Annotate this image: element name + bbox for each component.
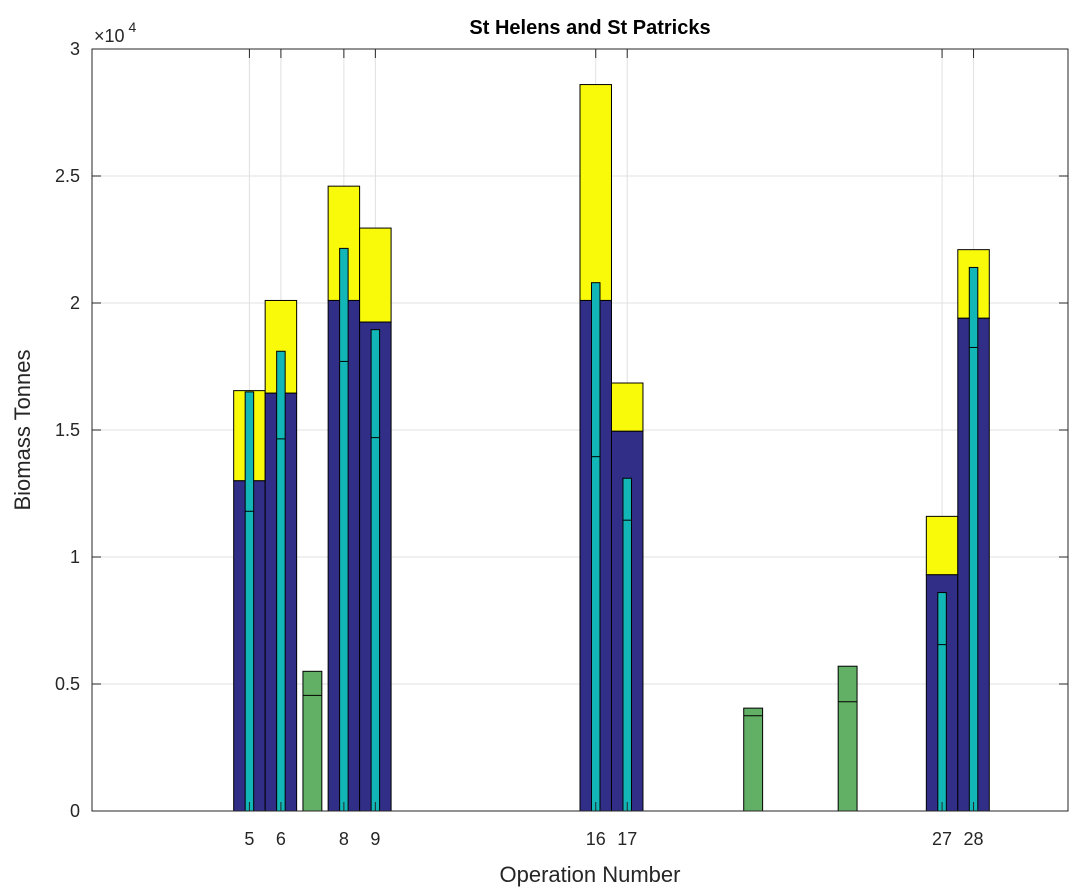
bar-inner — [622, 477, 632, 812]
bar-small — [837, 665, 858, 812]
bar-top-segment — [359, 227, 392, 323]
y-tick-label: 2.5 — [55, 166, 80, 186]
bar-inner — [370, 329, 381, 812]
bar-top-segment — [579, 84, 612, 301]
bar-inner — [968, 266, 979, 812]
x-tick-label: 16 — [586, 829, 606, 849]
bar-small — [743, 707, 764, 812]
x-tick-label: 6 — [276, 829, 286, 849]
exponent-base: ×10 — [94, 26, 125, 46]
chart-title: St Helens and St Patricks — [469, 17, 710, 39]
x-tick-label: 17 — [617, 829, 637, 849]
y-tick-label: 0 — [70, 801, 80, 821]
exponent-power: 4 — [129, 19, 137, 35]
bar-top-segment — [925, 515, 959, 576]
y-tick-label: 0.5 — [55, 674, 80, 694]
x-tick-label: 28 — [964, 829, 984, 849]
bar-small — [302, 670, 323, 812]
y-tick-label: 2 — [70, 293, 80, 313]
x-tick-label: 27 — [932, 829, 952, 849]
bar-inner — [590, 282, 601, 812]
bar-inner — [244, 391, 255, 812]
bar-inner — [339, 247, 349, 812]
ticks: 5 6 8 9 16 17 27 28 0 0.5 1 1.5 2 2.5 3 — [55, 39, 1068, 849]
bars — [233, 84, 990, 812]
y-tick-label: 3 — [70, 39, 80, 59]
bar-inner — [937, 592, 947, 812]
x-tick-label: 8 — [339, 829, 349, 849]
y-tick-label: 1.5 — [55, 420, 80, 440]
y-tick-label: 1 — [70, 547, 80, 567]
x-tick-label: 9 — [370, 829, 380, 849]
y-axis-label: Biomass Tonnes — [10, 349, 35, 510]
x-tick-label: 5 — [244, 829, 254, 849]
bar-top-segment — [610, 382, 644, 432]
bar-inner — [276, 350, 286, 812]
x-axis-label: Operation Number — [500, 862, 681, 887]
y-axis-exponent: ×10 4 — [94, 19, 137, 46]
